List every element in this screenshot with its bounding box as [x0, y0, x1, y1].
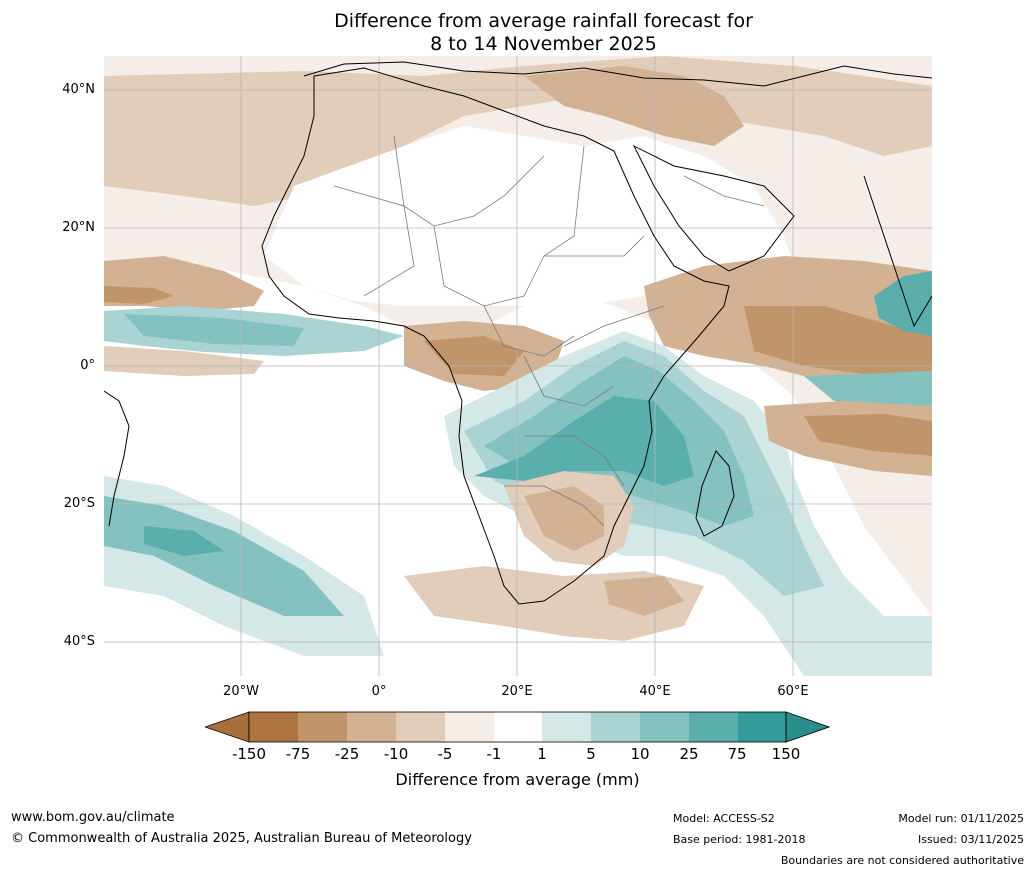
colorbar-tick-10: 25 [679, 745, 699, 763]
colorbar-swatch-10 [689, 712, 738, 742]
rainfall-map [104, 56, 932, 676]
colorbar-swatch-3 [347, 712, 396, 742]
anomaly-region-indian-ocean-teal-band [804, 371, 932, 408]
title-line-2: 8 to 14 November 2025 [430, 33, 657, 55]
map-canvas [104, 56, 932, 676]
footer-disclaimer: Boundaries are not considered authoritat… [780, 854, 1024, 867]
lat-label-20s: 20°S [63, 496, 95, 511]
colorbar-tick-4: -10 [383, 745, 409, 763]
lat-label-40n: 40°N [62, 82, 95, 97]
colorbar-swatch-7 [542, 712, 591, 742]
colorbar-legend [205, 711, 830, 743]
footer-copyright: © Commonwealth of Australia 2025, Austra… [11, 831, 472, 846]
anomaly-region-south-atlantic-teal-strong [144, 526, 224, 556]
anomaly-region-atlantic-teal-dark [124, 314, 304, 346]
lon-label-60e: 60°E [777, 684, 809, 699]
lat-label-40s: 40°S [63, 634, 95, 649]
colorbar-swatch-8 [591, 712, 640, 742]
colorbar-tick-5: -5 [437, 745, 453, 763]
anomaly-region-east-africa-teal-strong [474, 396, 694, 486]
lat-label-20n: 20°N [62, 220, 95, 235]
anomaly-region-southern-ocean-mid-brown [604, 576, 684, 616]
colorbar-swatch-6 [494, 712, 542, 742]
anomaly-region-southern-africa-mid-brown [524, 486, 604, 551]
anomaly-region-sahara [264, 126, 794, 306]
colorbar-tick-9: 10 [630, 745, 650, 763]
colorbar-tick-11: 75 [727, 745, 747, 763]
map-title: Difference from average rainfall forecas… [0, 10, 1035, 56]
footer-issued: Issued: 03/11/2025 [917, 833, 1024, 846]
lon-label-20w: 20°W [223, 684, 259, 699]
colorbar-label: Difference from average (mm) [395, 770, 640, 789]
title-line-1: Difference from average rainfall forecas… [334, 10, 753, 32]
colorbar-tick-2: -75 [285, 745, 311, 763]
colorbar-tick-12: 150 [771, 745, 801, 763]
country-boundaries [333, 135, 765, 527]
colorbar-tick-7: 1 [537, 745, 547, 763]
footer-model: Model: ACCESS-S2 [673, 812, 775, 825]
anomaly-region-atlantic-dark-brown [104, 286, 174, 304]
lon-label-0: 0° [371, 684, 387, 699]
anomaly-region-north-mid [104, 56, 932, 206]
coastlines [104, 61, 932, 605]
anomaly-region-atlantic-brown-south [104, 346, 264, 376]
anomaly-region-south-atlantic-teal-mid [104, 496, 344, 616]
colorbar-arrow-low [205, 711, 250, 743]
colorbar-swatch-5 [445, 712, 494, 742]
colorbar-swatch-2 [298, 712, 347, 742]
colorbar-arrow-high [785, 711, 830, 743]
colorbar-tick-8: 5 [586, 745, 596, 763]
colorbar-swatch-1 [249, 712, 298, 742]
colorbar-swatch-4 [396, 712, 445, 742]
colorbar-tick-1: -150 [231, 745, 267, 763]
colorbar-swatch-11 [738, 712, 786, 742]
lat-label-0: 0° [80, 358, 95, 373]
anomaly-region-south-indian-dark-brown [804, 414, 932, 456]
map-gridlines [104, 56, 932, 676]
footer-model-run: Model run: 01/11/2025 [898, 812, 1024, 825]
anomaly-region-mediterranean [524, 66, 744, 146]
anomaly-region-indian-ocean-dark-brown [744, 306, 932, 374]
colorbar-tick-3: -25 [334, 745, 360, 763]
lon-label-20e: 20°E [501, 684, 533, 699]
footer-base-period: Base period: 1981-2018 [673, 833, 806, 846]
footer-website-link[interactable]: www.bom.gov.au/climate [11, 810, 175, 825]
lon-label-40e: 40°E [639, 684, 671, 699]
colorbar-swatch-9 [640, 712, 689, 742]
colorbar-tick-6: -1 [486, 745, 502, 763]
